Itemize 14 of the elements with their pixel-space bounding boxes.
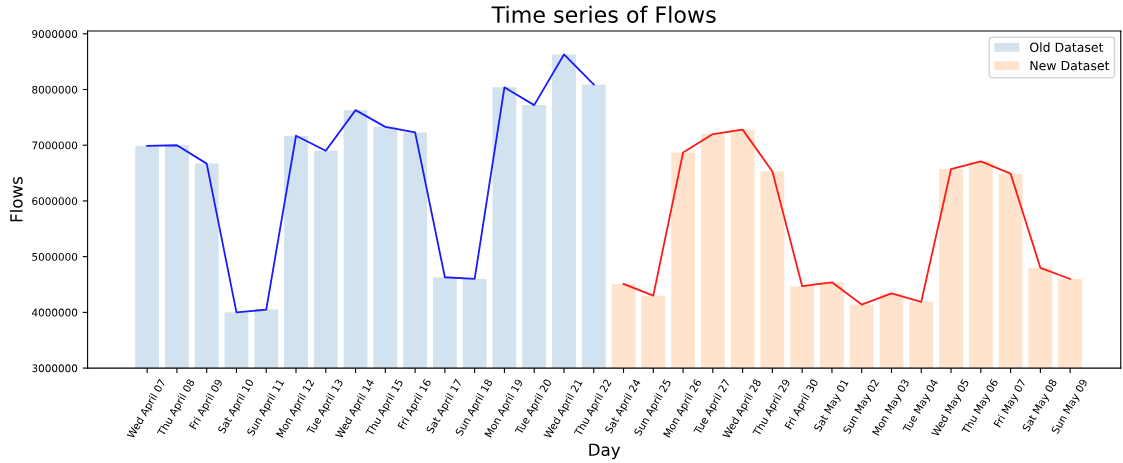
legend-label: Old Dataset <box>1030 42 1104 52</box>
y-tick-label: 9000000 <box>32 30 78 38</box>
y-tick-label: 7000000 <box>32 141 78 150</box>
line-series <box>622 128 1072 306</box>
y-tick-label: 8000000 <box>32 85 78 94</box>
legend-label: New Dataset <box>1030 61 1110 71</box>
y-tick-label: 6000000 <box>32 197 78 206</box>
y-tick-label: 5000000 <box>32 252 78 261</box>
y-tick-label: 4000000 <box>31 308 78 317</box>
chart-title: Time series of Flows <box>491 5 716 23</box>
line-series <box>146 53 595 314</box>
y-axis-title: Flows <box>9 177 23 222</box>
y-tick-label: 3000000 <box>32 364 78 373</box>
x-axis-title: Day <box>589 443 621 460</box>
